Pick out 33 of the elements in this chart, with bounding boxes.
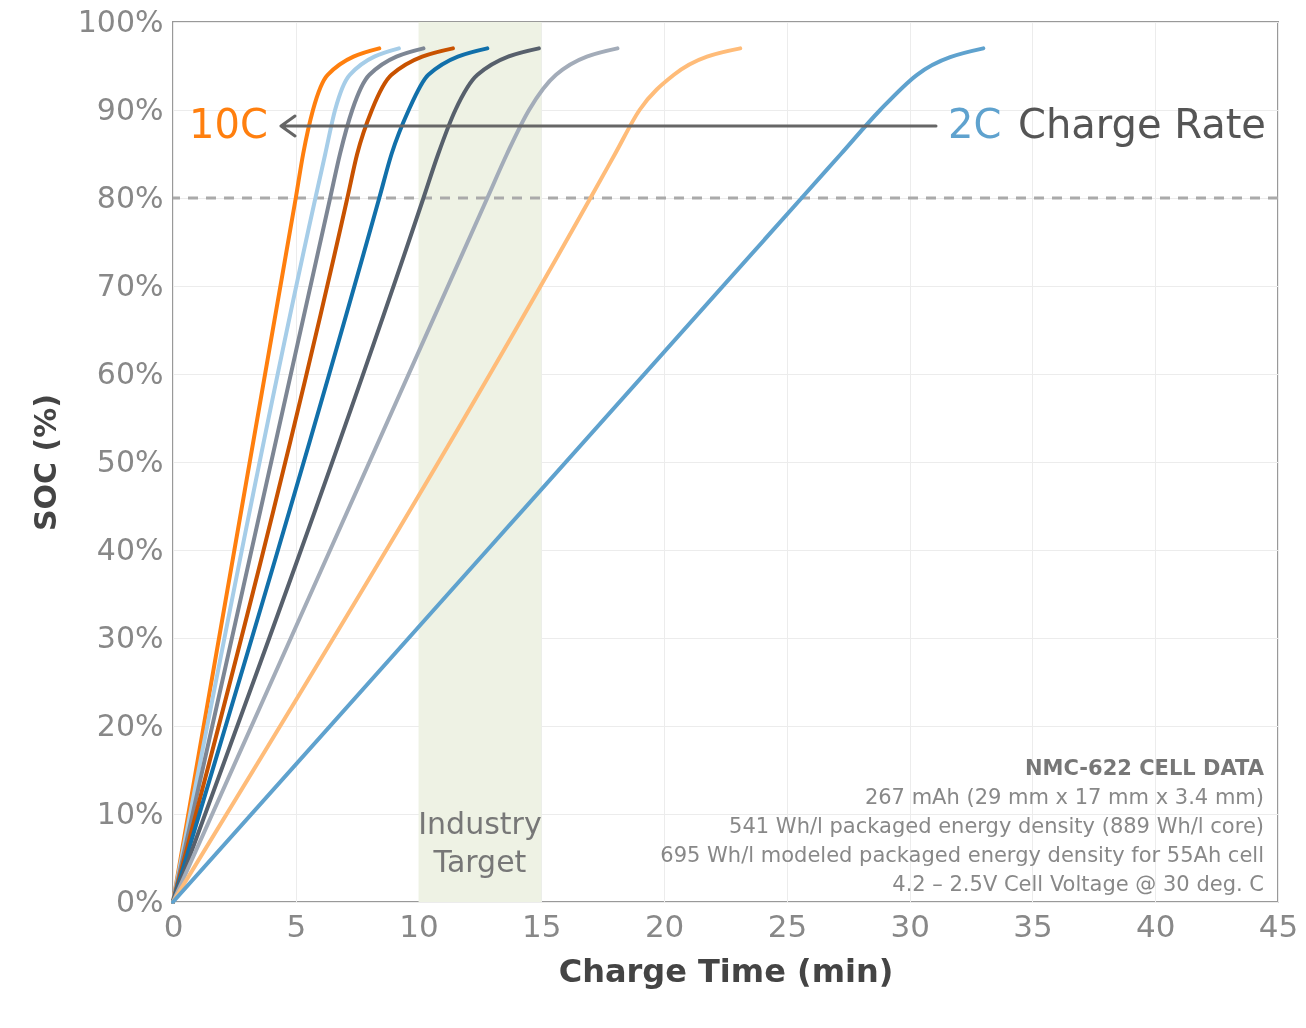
y-tick-label: 0% <box>115 883 164 919</box>
y-tick-label: 20% <box>96 707 164 743</box>
y-tick-label: 100% <box>77 3 164 39</box>
x-tick-label: 0 <box>163 907 184 944</box>
y-axis-title: SOC (%) <box>27 393 63 532</box>
y-tick-label: 40% <box>96 531 164 567</box>
x-tick-label: 35 <box>1013 907 1053 944</box>
y-tick-label: 70% <box>96 267 164 303</box>
line-series <box>171 46 620 904</box>
annotation: NMC-622 CELL DATA <box>1024 756 1265 780</box>
annotation: 10C <box>189 101 268 147</box>
annotation: 267 mAh (29 mm x 17 mm x 3.4 mm) <box>864 785 1264 809</box>
x-tick-label: 5 <box>286 907 307 944</box>
annotation: 2C <box>948 101 1002 147</box>
band-label: Industry Target <box>418 806 542 879</box>
x-axis-title: Charge Time (min) <box>558 951 894 990</box>
x-tick-label: 15 <box>522 907 562 944</box>
x-tick-label: 45 <box>1258 907 1299 944</box>
x-tick-label: 10 <box>399 907 439 944</box>
x-tick-label: 30 <box>890 907 930 944</box>
y-tick-label: 90% <box>96 91 164 127</box>
x-tick-label: 25 <box>767 907 808 944</box>
annotation: 541 Wh/l packaged energy density (889 Wh/l core) <box>729 814 1264 838</box>
y-tick-label: 80% <box>96 179 164 215</box>
annotation: 4.2 – 2.5V Cell Voltage @ 30 deg. C <box>892 872 1264 896</box>
y-tick-label: 10% <box>96 795 164 831</box>
x-tick-label: 20 <box>644 907 685 944</box>
annotation: 695 Wh/l modeled packaged energy density for 55Ah cell <box>660 843 1264 867</box>
x-tick-label: 40 <box>1136 907 1176 944</box>
annotation: Charge Rate <box>1018 101 1266 147</box>
y-tick-label: 50% <box>96 443 164 479</box>
y-tick-label: 30% <box>96 619 164 655</box>
y-tick-label: 60% <box>96 355 164 391</box>
